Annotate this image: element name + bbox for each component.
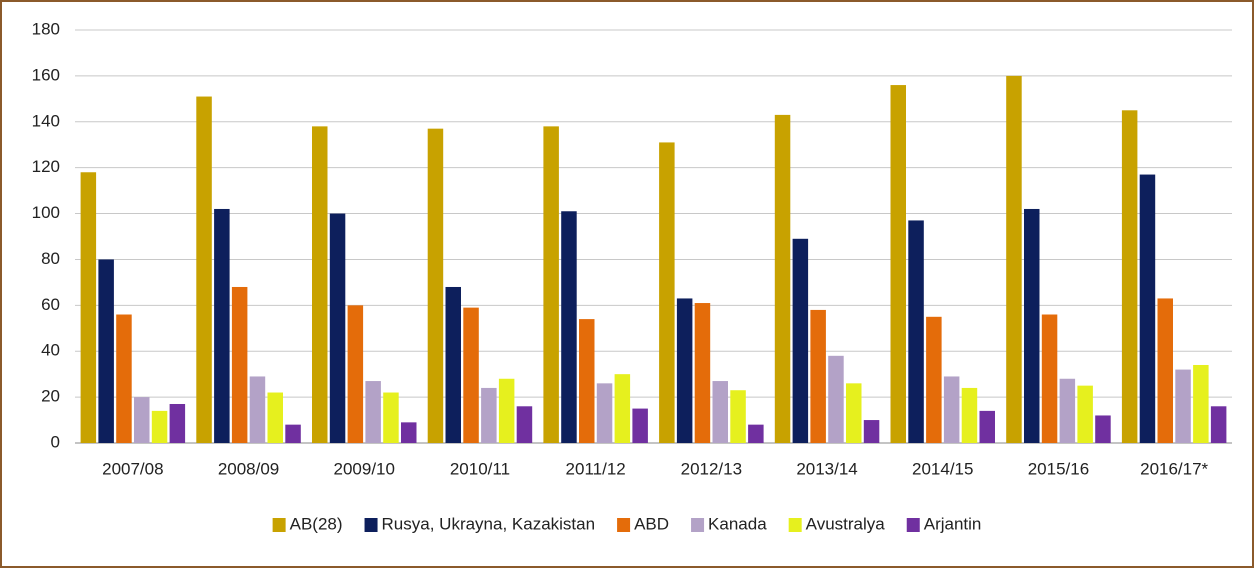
legend-swatch [788,518,802,532]
bar [579,319,595,443]
bar [694,303,711,443]
legend-swatch [691,518,705,532]
bar [214,208,230,443]
bar [347,305,364,443]
bar [516,406,533,443]
bar [961,387,978,443]
bar [748,424,764,443]
bar [712,381,728,443]
legend-label: ABD [634,514,669,533]
bar [80,172,97,443]
bar [151,410,168,443]
y-tick-label: 80 [41,249,60,268]
bar [908,220,924,443]
bar [231,286,248,443]
x-tick-label: 2010/11 [450,459,510,478]
legend-swatch [272,518,286,532]
bar [792,238,809,443]
bar [730,390,746,443]
bar [1157,298,1173,443]
bar [329,213,346,443]
bar [979,410,995,443]
bar [1193,364,1209,443]
y-tick-label: 40 [41,341,60,360]
bar [169,403,186,443]
y-tick-label: 120 [32,157,60,176]
bar [1095,415,1111,443]
bar [498,378,515,443]
x-tick-label: 2012/13 [681,459,742,478]
bar [285,424,301,443]
bar [249,376,266,443]
y-tick-label: 180 [32,19,60,38]
bar [312,126,328,443]
bar [543,126,559,443]
bar [926,316,942,443]
x-tick-label: 2013/14 [796,459,857,478]
bar [383,392,399,443]
legend-label: AB(28) [290,514,343,533]
x-tick-label: 2014/15 [912,459,973,478]
legend-swatch [364,518,378,532]
x-tick-label: 2007/08 [102,459,163,478]
bar [445,286,461,443]
bar [196,96,212,444]
y-tick-label: 140 [32,111,60,130]
x-tick-label: 2008/09 [218,459,279,478]
bar [365,381,381,443]
legend-label: Arjantin [924,514,982,533]
bar [659,142,675,443]
bar [481,387,497,443]
bar [943,376,960,443]
x-tick-label: 2015/16 [1028,459,1089,478]
bar [116,314,132,443]
bar [828,355,844,443]
bar [596,383,613,443]
y-tick-label: 100 [32,203,60,222]
bar [1210,406,1227,443]
bar [614,374,631,443]
x-tick-label: 2009/10 [334,459,395,478]
bar [267,392,283,443]
x-tick-label: 2011/12 [566,459,626,478]
bar [401,422,417,443]
bar [463,307,479,443]
y-tick-label: 60 [41,295,60,314]
bar [1006,75,1022,443]
bar [676,298,693,443]
bar [134,397,150,443]
bar [846,383,862,443]
bar [98,259,114,443]
bar [810,309,826,443]
bar [863,420,880,443]
bar [1059,378,1076,443]
legend-swatch [617,518,631,532]
bar [1139,174,1156,444]
bar [1041,314,1058,443]
bar [890,85,906,444]
bar [1077,385,1093,443]
bar [427,128,444,443]
legend-label: Kanada [708,514,767,533]
bar [561,211,577,443]
legend-label: Avustralya [806,514,886,533]
bar [774,114,791,444]
x-tick-label: 2016/17* [1140,459,1208,478]
legend-label: Rusya, Ukrayna, Kazakistan [382,514,596,533]
y-tick-label: 0 [51,432,60,451]
y-tick-label: 160 [32,65,60,84]
bar [1175,369,1191,443]
y-tick-label: 20 [41,387,60,406]
bar [632,408,648,443]
bar [1024,208,1040,443]
bar [1121,110,1138,444]
legend-swatch [906,518,920,532]
